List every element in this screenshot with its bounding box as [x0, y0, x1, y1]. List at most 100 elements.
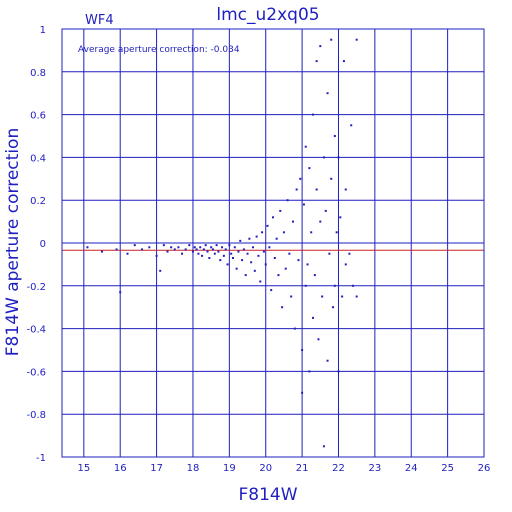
data-point	[119, 291, 122, 294]
data-point	[208, 256, 211, 259]
data-point	[304, 284, 307, 287]
data-point	[177, 246, 180, 249]
data-point	[246, 252, 249, 255]
data-point	[322, 445, 325, 448]
data-point	[333, 135, 336, 137]
data-point	[250, 261, 253, 264]
data-point	[255, 235, 258, 238]
data-point	[159, 269, 162, 272]
data-point	[270, 289, 273, 292]
x-axis-label: F814W	[238, 485, 297, 505]
y-tick-label: -0.8	[26, 410, 46, 421]
data-point	[272, 216, 274, 219]
x-tick-label: 24	[405, 463, 418, 474]
data-point	[141, 248, 144, 251]
chip-label: WF4	[85, 13, 114, 28]
data-point	[330, 38, 333, 41]
y-tick-label: 0	[40, 239, 46, 250]
data-point	[352, 284, 355, 287]
data-points	[86, 38, 358, 448]
data-point	[315, 188, 318, 191]
y-tick-label: 0.4	[30, 153, 46, 164]
data-point	[253, 269, 256, 272]
x-tick-label: 19	[223, 463, 236, 474]
plot-frame	[61, 28, 485, 458]
x-tick-label: 21	[296, 463, 309, 474]
y-tick-label: 1	[40, 25, 46, 36]
data-point	[126, 252, 129, 255]
data-point	[317, 338, 320, 341]
data-point	[344, 263, 347, 266]
data-point	[282, 231, 285, 234]
data-point	[355, 295, 358, 298]
data-point	[313, 274, 316, 277]
average-annotation: Average aperture correction: -0.034	[78, 45, 240, 55]
data-point	[268, 246, 271, 249]
data-point	[206, 250, 209, 253]
data-point	[333, 284, 336, 287]
data-point	[337, 156, 340, 159]
data-point	[301, 391, 304, 394]
data-point	[228, 244, 231, 247]
data-point	[286, 199, 289, 202]
data-point	[306, 263, 309, 266]
y-tick-label: 0.2	[30, 196, 46, 207]
y-tick-label: -0.4	[26, 325, 46, 336]
data-point	[355, 38, 358, 41]
data-point	[115, 248, 118, 251]
data-point	[312, 316, 315, 319]
x-tick-label: 17	[150, 463, 163, 474]
data-point	[290, 295, 293, 298]
data-point	[173, 248, 176, 251]
data-point	[299, 177, 302, 180]
data-point	[332, 306, 335, 309]
data-point	[330, 177, 333, 180]
reference-lines	[62, 242, 484, 251]
data-point	[315, 60, 318, 63]
data-point	[266, 224, 269, 227]
data-point	[335, 231, 338, 234]
data-point	[101, 250, 104, 253]
data-point	[251, 246, 254, 249]
data-point	[233, 246, 236, 249]
data-point	[259, 280, 262, 283]
data-point	[273, 256, 276, 259]
data-point	[326, 359, 329, 362]
data-point	[310, 231, 313, 234]
data-point	[341, 295, 344, 298]
data-point	[288, 252, 291, 255]
data-point	[237, 250, 240, 253]
data-point	[133, 244, 136, 247]
data-point	[277, 274, 280, 277]
x-tick-label: 23	[368, 463, 381, 474]
data-point	[344, 188, 347, 191]
data-point	[181, 252, 184, 255]
data-point	[301, 349, 304, 351]
y-tick-label: 0.6	[30, 111, 46, 122]
data-point	[275, 237, 278, 240]
data-point	[319, 220, 322, 223]
x-tick-label: 26	[478, 463, 491, 474]
data-point	[304, 145, 307, 148]
data-point	[326, 92, 329, 95]
data-point	[308, 167, 311, 170]
data-point	[226, 263, 229, 266]
data-point	[162, 244, 165, 247]
data-point	[166, 250, 169, 253]
data-point	[211, 248, 214, 251]
x-tick-label: 16	[114, 463, 127, 474]
data-point	[191, 250, 194, 253]
data-point	[324, 209, 327, 212]
y-tick-label: -0.2	[26, 282, 46, 293]
data-point	[213, 252, 216, 255]
data-point	[350, 124, 353, 127]
data-point	[230, 252, 233, 255]
data-point	[231, 256, 234, 259]
data-point	[204, 244, 207, 247]
chart-title: lmc_u2xq05	[216, 5, 319, 25]
y-axis-label: F814W aperture correction	[3, 128, 23, 356]
data-point	[295, 188, 298, 191]
data-point	[241, 259, 244, 262]
data-point	[257, 254, 260, 257]
